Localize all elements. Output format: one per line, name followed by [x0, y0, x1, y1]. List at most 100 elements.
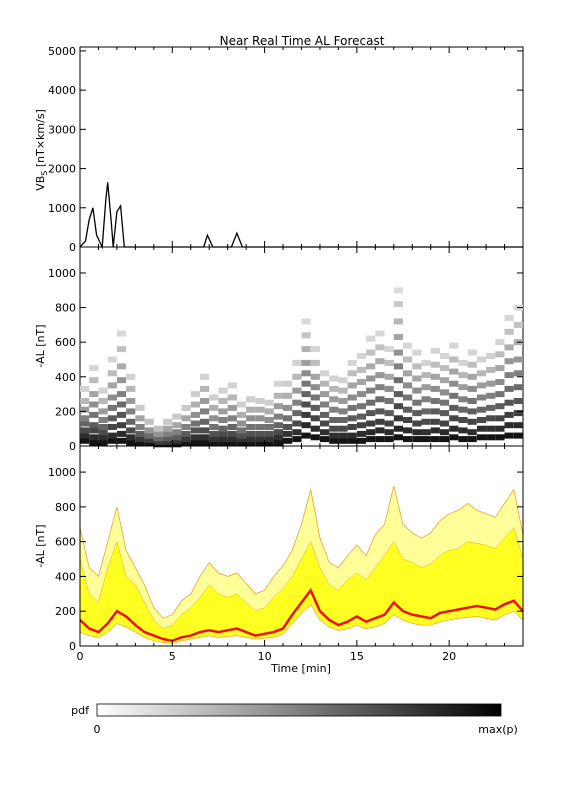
al-pdf-heatmap: [80, 287, 523, 448]
heatmap-cell: [172, 441, 182, 448]
heatmap-cell: [384, 420, 394, 427]
heatmap-cell: [356, 366, 367, 373]
heatmap-cell: [403, 394, 413, 401]
heatmap-cell: [449, 380, 459, 387]
heatmap-cell: [495, 365, 505, 372]
x-tick-label: 5: [169, 650, 176, 663]
chart-title: Near Real Time AL Forecast: [220, 34, 385, 48]
heatmap-cell: [393, 363, 403, 370]
x-tick-label: 10: [258, 650, 272, 663]
heatmap-cell: [172, 422, 182, 429]
heatmap-cell: [495, 379, 505, 385]
heatmap-cell: [384, 410, 394, 417]
heatmap-cell: [107, 424, 117, 430]
heatmap-cell: [421, 429, 431, 436]
heatmap-cell: [329, 432, 339, 439]
heatmap-cell: [476, 434, 487, 441]
heatmap-cell: [366, 436, 376, 443]
heatmap-cell: [227, 430, 237, 437]
heatmap-cell: [403, 436, 413, 443]
heatmap-cell: [209, 415, 219, 422]
heatmap-cell: [384, 373, 394, 380]
heatmap-cell: [375, 372, 385, 379]
heatmap-cell: [116, 363, 127, 370]
heatmap-cell: [172, 429, 182, 436]
heatmap-cell: [403, 406, 413, 413]
heatmap-cell: [310, 404, 320, 411]
heatmap-cell: [190, 420, 200, 427]
vbs-ylabel-sub: S: [40, 171, 49, 176]
heatmap-cell: [495, 415, 505, 422]
heatmap-cell: [107, 382, 117, 389]
heatmap-cell: [486, 392, 496, 399]
heatmap-cell: [227, 439, 237, 446]
heatmap-cell: [366, 363, 376, 370]
al-forecast-ylabel: -AL [nT]: [34, 524, 47, 567]
heatmap-cell: [255, 424, 265, 430]
heatmap-cell: [181, 424, 191, 430]
heatmap-cell: [356, 437, 367, 444]
heatmap-cell: [126, 398, 136, 404]
heatmap-cell: [513, 398, 523, 404]
y-tick-label: 400: [55, 570, 76, 583]
heatmap-cell: [310, 394, 320, 401]
heatmap-cell: [190, 411, 200, 418]
heatmap-cell: [495, 403, 505, 410]
heatmap-cell: [467, 436, 477, 443]
heatmap-cell: [301, 432, 311, 439]
al-forecast-axis-ticks: 0 200 400 600 800 1000 0 5 10 15 20: [48, 446, 524, 663]
heatmap-cell: [126, 427, 136, 434]
heatmap-cell: [430, 398, 440, 404]
heatmap-cell: [430, 361, 440, 368]
heatmap-cell: [107, 404, 117, 411]
heatmap-cell: [449, 368, 459, 375]
vbs-ylabel: VBS [nT×km/s]: [34, 109, 49, 191]
heatmap-cell: [384, 429, 394, 436]
heatmap-cell: [356, 379, 367, 385]
heatmap-cell: [356, 413, 367, 420]
x-axis-label: Time [min]: [270, 662, 331, 675]
heatmap-cell: [412, 363, 422, 370]
heatmap-cell: [513, 370, 523, 377]
y-tick-label: 1000: [48, 267, 76, 280]
heatmap-cell: [292, 399, 302, 406]
heatmap-cell: [273, 422, 283, 429]
colorbar-min-label: 0: [94, 723, 101, 736]
heatmap-cell: [107, 415, 117, 422]
heatmap-cell: [255, 436, 265, 443]
heatmap-cell: [412, 399, 422, 406]
heatmap-cell: [375, 408, 385, 415]
heatmap-cell: [264, 399, 274, 406]
vbs-ylabel-main: VB: [34, 176, 47, 191]
heatmap-cell: [320, 411, 330, 418]
heatmap-cell: [310, 425, 320, 432]
heatmap-cell: [292, 387, 302, 394]
heatmap-cell: [375, 358, 385, 365]
heatmap-cell: [486, 380, 496, 387]
heatmap-cell: [163, 435, 173, 442]
heatmap-cell: [181, 430, 191, 437]
heatmap-cell: [513, 384, 523, 391]
heatmap-cell: [347, 394, 357, 401]
heatmap-cell: [190, 391, 200, 398]
heatmap-cell: [347, 359, 357, 366]
heatmap-cell: [116, 401, 127, 408]
heatmap-cell: [209, 424, 219, 430]
heatmap-cell: [320, 370, 330, 377]
heatmap-cell: [273, 434, 283, 441]
heatmap-cell: [458, 406, 468, 413]
x-tick-label: 20: [442, 650, 456, 663]
heatmap-cell: [430, 385, 440, 392]
heatmap-cell: [329, 375, 339, 382]
heatmap-cell: [486, 366, 496, 373]
heatmap-cell: [301, 318, 311, 325]
heatmap-cell: [449, 356, 459, 363]
heatmap-cell: [449, 404, 459, 411]
heatmap-cell: [227, 436, 237, 443]
heatmap-cell: [246, 430, 256, 437]
heatmap-cell: [116, 391, 127, 398]
heatmap-cell: [338, 408, 348, 415]
heatmap-cell: [449, 434, 459, 441]
heatmap-cell: [218, 439, 228, 446]
heatmap-cell: [246, 439, 256, 446]
